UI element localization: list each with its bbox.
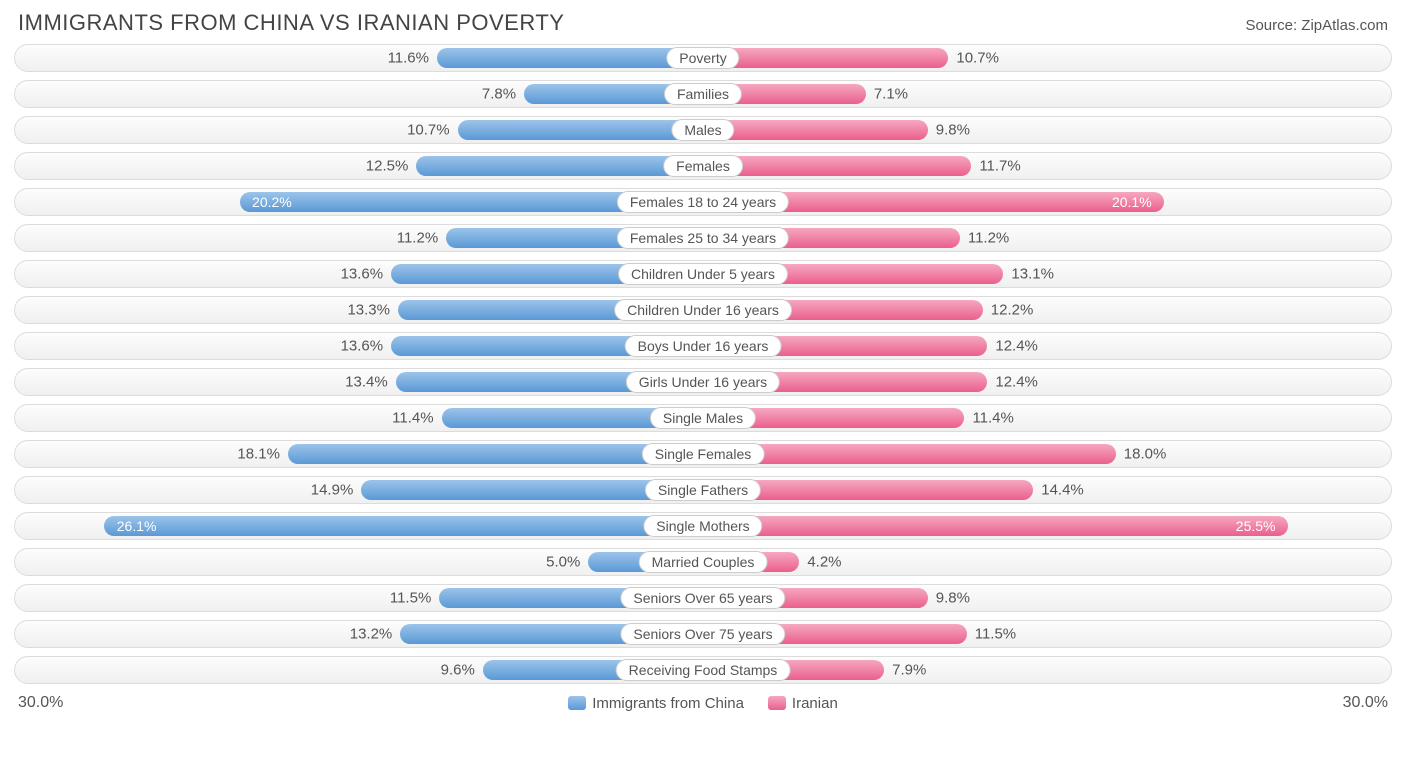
value-right: 14.4% bbox=[1041, 482, 1084, 499]
category-label: Boys Under 16 years bbox=[625, 335, 782, 357]
chart-row: 11.2% 11.2% Females 25 to 34 years bbox=[14, 224, 1392, 252]
bar-right bbox=[703, 48, 948, 68]
value-right: 12.4% bbox=[995, 374, 1038, 391]
category-label: Seniors Over 75 years bbox=[620, 623, 785, 645]
chart-title: IMMIGRANTS FROM CHINA VS IRANIAN POVERTY bbox=[18, 10, 564, 36]
legend-item-right: Iranian bbox=[768, 695, 838, 712]
chart-row: 11.5% 9.8% Seniors Over 65 years bbox=[14, 584, 1392, 612]
bar-left bbox=[437, 48, 703, 68]
chart-footer: 30.0% Immigrants from China Iranian 30.0… bbox=[14, 692, 1392, 712]
value-left: 13.6% bbox=[341, 266, 384, 283]
category-label: Males bbox=[671, 119, 734, 141]
value-right: 12.2% bbox=[991, 302, 1034, 319]
value-left: 13.3% bbox=[347, 302, 390, 319]
value-left: 12.5% bbox=[366, 158, 409, 175]
category-label: Seniors Over 65 years bbox=[620, 587, 785, 609]
legend-label-right: Iranian bbox=[792, 695, 838, 712]
chart-row: 10.7% 9.8% Males bbox=[14, 116, 1392, 144]
category-label: Children Under 16 years bbox=[614, 299, 792, 321]
legend-swatch-left bbox=[568, 696, 586, 710]
legend-swatch-right bbox=[768, 696, 786, 710]
category-label: Females 18 to 24 years bbox=[617, 191, 789, 213]
legend-label-left: Immigrants from China bbox=[592, 695, 744, 712]
value-left: 13.2% bbox=[350, 626, 393, 643]
value-left: 5.0% bbox=[546, 554, 580, 571]
chart-row: 13.2% 11.5% Seniors Over 75 years bbox=[14, 620, 1392, 648]
value-left: 7.8% bbox=[482, 86, 516, 103]
bar-left bbox=[288, 444, 703, 464]
value-left: 11.2% bbox=[397, 230, 438, 247]
chart-row: 11.6% 10.7% Poverty bbox=[14, 44, 1392, 72]
category-label: Married Couples bbox=[639, 551, 768, 573]
chart-row: 12.5% 11.7% Females bbox=[14, 152, 1392, 180]
bar-right bbox=[703, 156, 971, 176]
value-right: 11.4% bbox=[972, 410, 1013, 427]
axis-max-left: 30.0% bbox=[18, 694, 63, 712]
chart-header: IMMIGRANTS FROM CHINA VS IRANIAN POVERTY… bbox=[14, 10, 1392, 44]
value-left: 13.6% bbox=[341, 338, 384, 355]
value-left: 11.6% bbox=[388, 50, 429, 67]
legend: Immigrants from China Iranian bbox=[568, 695, 838, 712]
bar-left bbox=[104, 516, 703, 536]
chart-row: 11.4% 11.4% Single Males bbox=[14, 404, 1392, 432]
chart-row: 20.2% 20.1% Females 18 to 24 years bbox=[14, 188, 1392, 216]
value-right: 18.0% bbox=[1124, 446, 1167, 463]
bar-left bbox=[458, 120, 703, 140]
value-left: 9.6% bbox=[441, 662, 475, 679]
category-label: Families bbox=[664, 83, 742, 105]
value-right: 20.1% bbox=[1112, 194, 1152, 210]
value-left: 13.4% bbox=[345, 374, 388, 391]
category-label: Females 25 to 34 years bbox=[617, 227, 789, 249]
category-label: Single Males bbox=[650, 407, 756, 429]
value-right: 7.1% bbox=[874, 86, 908, 103]
chart-source: Source: ZipAtlas.com bbox=[1245, 17, 1388, 34]
category-label: Single Females bbox=[642, 443, 765, 465]
value-right: 9.8% bbox=[936, 122, 970, 139]
category-label: Children Under 5 years bbox=[618, 263, 788, 285]
category-label: Females bbox=[663, 155, 743, 177]
diverging-bar-chart: 11.6% 10.7% Poverty 7.8% 7.1% Families 10.7% 9.… bbox=[14, 44, 1392, 684]
category-label: Poverty bbox=[666, 47, 739, 69]
category-label: Single Mothers bbox=[643, 515, 762, 537]
value-right: 9.8% bbox=[936, 590, 970, 607]
chart-row: 13.4% 12.4% Girls Under 16 years bbox=[14, 368, 1392, 396]
value-left: 18.1% bbox=[237, 446, 280, 463]
value-right: 13.1% bbox=[1011, 266, 1054, 283]
value-left: 11.5% bbox=[390, 590, 431, 607]
bar-right bbox=[703, 516, 1288, 536]
value-right: 25.5% bbox=[1236, 518, 1276, 534]
value-right: 11.2% bbox=[968, 230, 1009, 247]
value-right: 11.5% bbox=[975, 626, 1016, 643]
chart-row: 9.6% 7.9% Receiving Food Stamps bbox=[14, 656, 1392, 684]
axis-max-right: 30.0% bbox=[1343, 694, 1388, 712]
value-right: 11.7% bbox=[979, 158, 1020, 175]
value-left: 11.4% bbox=[392, 410, 433, 427]
value-left: 26.1% bbox=[117, 518, 157, 534]
chart-row: 13.3% 12.2% Children Under 16 years bbox=[14, 296, 1392, 324]
value-left: 20.2% bbox=[252, 194, 292, 210]
value-right: 7.9% bbox=[892, 662, 926, 679]
chart-row: 5.0% 4.2% Married Couples bbox=[14, 548, 1392, 576]
chart-row: 13.6% 13.1% Children Under 5 years bbox=[14, 260, 1392, 288]
chart-row: 18.1% 18.0% Single Females bbox=[14, 440, 1392, 468]
bar-right bbox=[703, 444, 1116, 464]
category-label: Receiving Food Stamps bbox=[616, 659, 791, 681]
value-left: 10.7% bbox=[407, 122, 450, 139]
value-left: 14.9% bbox=[311, 482, 354, 499]
chart-row: 7.8% 7.1% Families bbox=[14, 80, 1392, 108]
value-right: 12.4% bbox=[995, 338, 1038, 355]
bar-right bbox=[703, 120, 928, 140]
chart-row: 14.9% 14.4% Single Fathers bbox=[14, 476, 1392, 504]
chart-row: 13.6% 12.4% Boys Under 16 years bbox=[14, 332, 1392, 360]
category-label: Single Fathers bbox=[645, 479, 761, 501]
value-right: 4.2% bbox=[807, 554, 841, 571]
value-right: 10.7% bbox=[956, 50, 999, 67]
bar-left bbox=[416, 156, 703, 176]
chart-row: 26.1% 25.5% Single Mothers bbox=[14, 512, 1392, 540]
legend-item-left: Immigrants from China bbox=[568, 695, 744, 712]
category-label: Girls Under 16 years bbox=[626, 371, 780, 393]
